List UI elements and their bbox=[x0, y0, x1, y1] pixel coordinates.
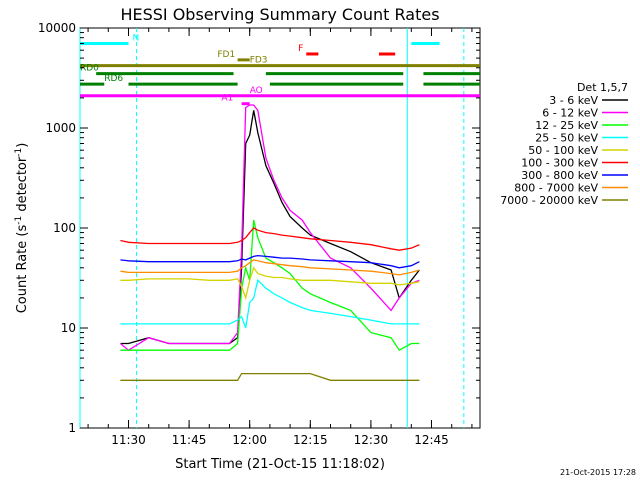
flag-label-n: N bbox=[133, 33, 140, 43]
series-line-0 bbox=[120, 110, 420, 345]
legend-entry-label: 50 - 100 keV bbox=[528, 144, 598, 157]
plot-frame bbox=[79, 27, 481, 429]
y-tick-label: 100 bbox=[53, 221, 76, 235]
legend-entry-label: 12 - 25 keV bbox=[535, 119, 598, 132]
series-line-5 bbox=[120, 227, 420, 251]
legend-title: Det 1,5,7 bbox=[577, 81, 628, 94]
y-label-sup1: -1 bbox=[14, 216, 24, 225]
y-tick-label: 1 bbox=[68, 421, 76, 435]
x-tick-label: 12:15 bbox=[293, 433, 328, 447]
footer-date: 21-Oct-2015 17:28 bbox=[560, 468, 636, 477]
x-tick-label: 12:00 bbox=[232, 433, 267, 447]
series-line-1 bbox=[119, 104, 420, 351]
x-tick-label: 11:45 bbox=[172, 433, 207, 447]
y-tick-label: 10 bbox=[61, 321, 76, 335]
series-line-3 bbox=[120, 279, 420, 329]
x-tick-label: 11:30 bbox=[111, 433, 146, 447]
y-label-sup2: -1 bbox=[14, 148, 24, 157]
series-line-4 bbox=[120, 266, 420, 301]
legend-entry-label: 7000 - 20000 keV bbox=[500, 194, 598, 207]
flag-label-ao: AO bbox=[250, 86, 263, 96]
legend-entry-label: 800 - 7000 keV bbox=[514, 182, 598, 195]
series-line-8 bbox=[120, 372, 420, 381]
flag-label-rd6: RD6 bbox=[104, 74, 123, 84]
flag-label-rd0: RD0 bbox=[80, 64, 99, 74]
legend-entry-label: 300 - 800 keV bbox=[521, 169, 598, 182]
legend-entry-label: 25 - 50 keV bbox=[535, 132, 598, 145]
series-line-7 bbox=[120, 259, 420, 276]
flag-label-f: F bbox=[298, 44, 303, 54]
flag-label-fd3: FD3 bbox=[250, 56, 268, 66]
y-label-main: Count Rate (s bbox=[15, 225, 30, 314]
series-line-2 bbox=[120, 219, 420, 352]
y-tick-label: 1000 bbox=[45, 121, 76, 135]
y-label-mid: detector bbox=[15, 156, 30, 216]
x-tick-label: 12:45 bbox=[414, 433, 449, 447]
legend-entry-label: 3 - 6 keV bbox=[549, 94, 598, 107]
legend-entry-label: 6 - 12 keV bbox=[542, 107, 598, 120]
y-axis-label: Count Rate (s-1 detector-1) bbox=[14, 143, 30, 314]
y-label-end: ) bbox=[15, 143, 30, 148]
legend-entry-label: 100 - 300 keV bbox=[521, 157, 598, 170]
x-tick-label: 12:30 bbox=[354, 433, 389, 447]
flag-label-a1: A1 bbox=[221, 94, 233, 104]
chart-title: HESSI Observing Summary Count Rates bbox=[120, 5, 439, 24]
x-axis-label: Start Time (21-Oct-15 11:18:02) bbox=[175, 457, 385, 472]
y-tick-label: 10000 bbox=[38, 21, 76, 35]
series-line-6 bbox=[120, 254, 420, 269]
flag-label-fd1: FD1 bbox=[217, 50, 235, 60]
